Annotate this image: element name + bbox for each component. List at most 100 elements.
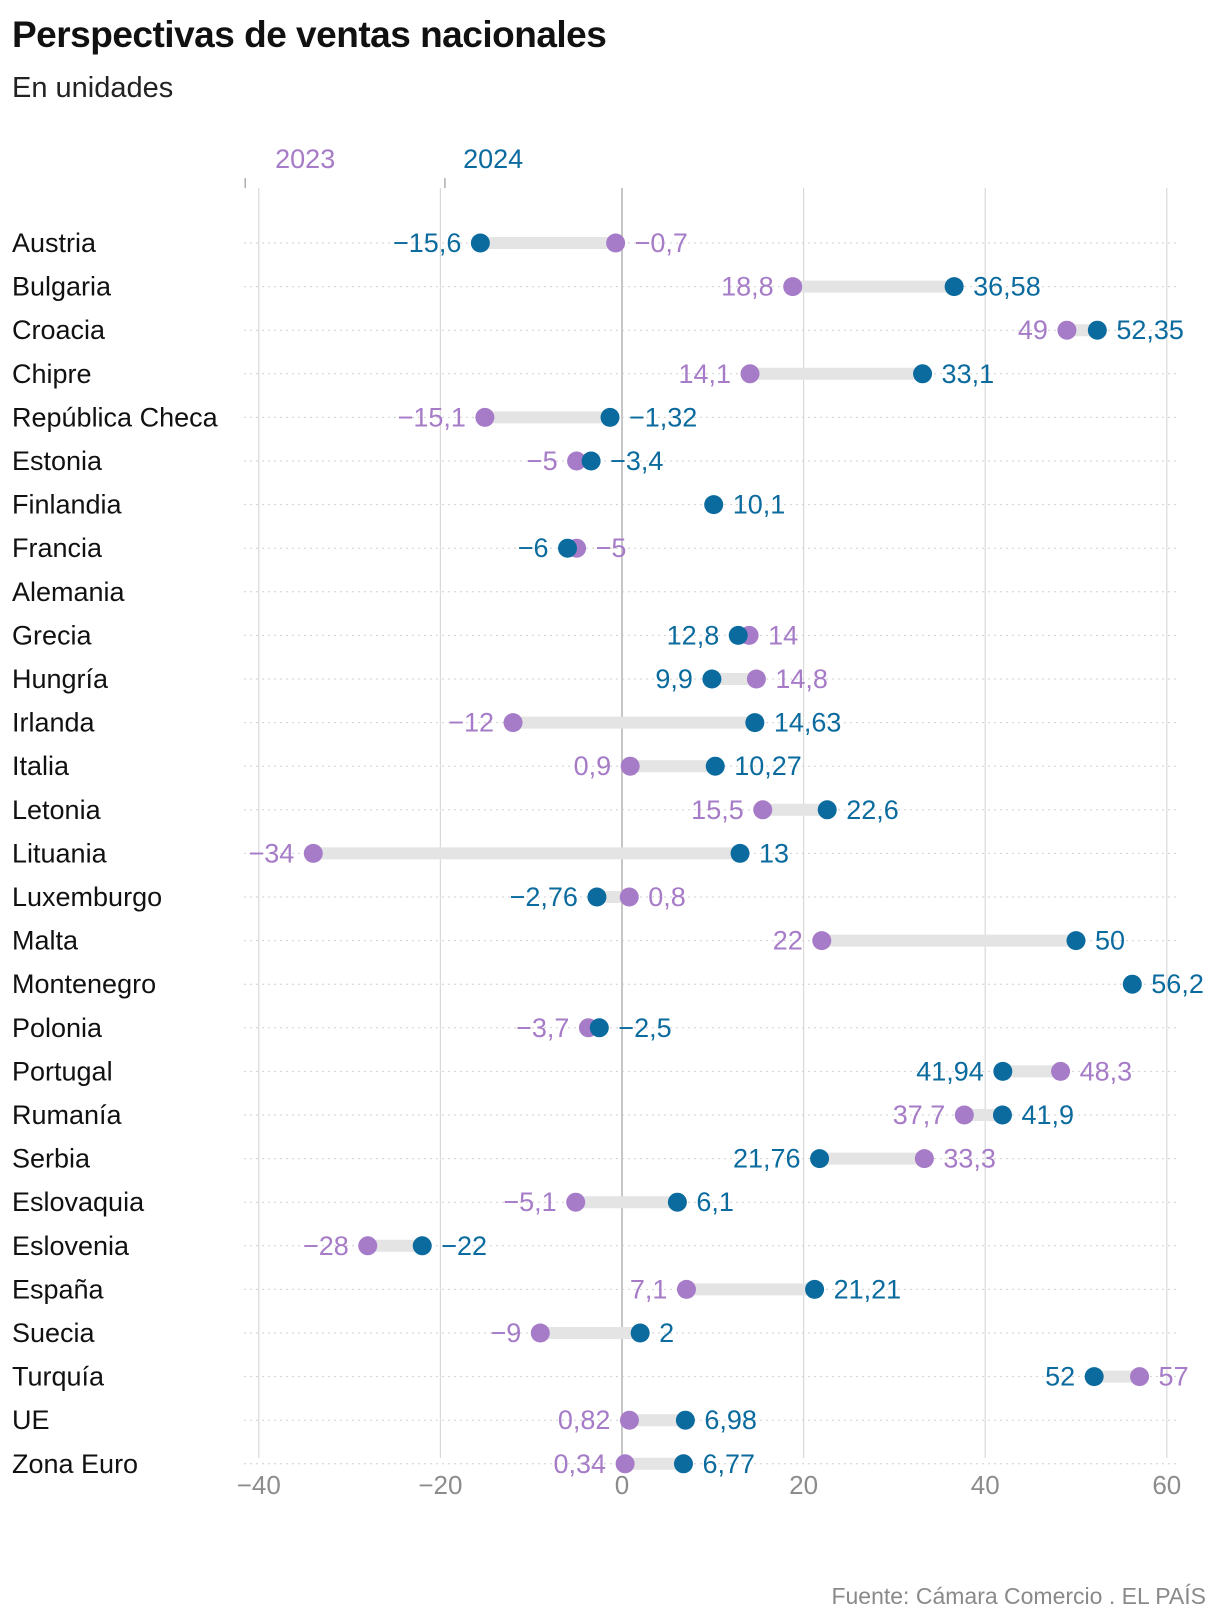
row-bulgaria: Bulgaria 18,8 36,58 bbox=[12, 272, 1041, 302]
dot-2023 bbox=[358, 1236, 378, 1256]
row-austria: Austria −0,7 −15,6 bbox=[12, 228, 688, 258]
row-label: Estonia bbox=[12, 446, 103, 476]
data-label-2023: −15,1 bbox=[398, 402, 466, 432]
dumbbell-chart: 2023 2024 Austria −0,7 −15,6 Bulgaria 18,8 36,… bbox=[12, 144, 1204, 1500]
rows-layer: Austria −0,7 −15,6 Bulgaria 18,8 36,58 Croacia… bbox=[12, 228, 1204, 1479]
row-italia: Italia 0,9 10,27 bbox=[12, 751, 802, 781]
data-label-2023: −28 bbox=[303, 1231, 349, 1261]
row-polonia: Polonia −3,7 −2,5 bbox=[12, 1013, 672, 1043]
row-lituania: Lituania −34 13 bbox=[12, 838, 789, 868]
data-label-2023: 14 bbox=[768, 620, 798, 650]
row-luxemburgo: Luxemburgo 0,8 −2,76 bbox=[12, 882, 686, 912]
row-ue: UE 0,82 6,98 bbox=[12, 1405, 757, 1435]
dot-2023 bbox=[503, 713, 523, 733]
data-label-2023: 0,34 bbox=[554, 1449, 607, 1479]
dot-2023 bbox=[1057, 320, 1077, 340]
row-malta: Malta 22 50 bbox=[12, 926, 1125, 956]
grid-layer bbox=[244, 188, 1178, 1465]
dot-2024 bbox=[667, 1192, 687, 1212]
dot-2023 bbox=[1130, 1367, 1150, 1387]
data-label-2023: 37,7 bbox=[893, 1100, 946, 1130]
data-label-2024: −6 bbox=[518, 533, 549, 563]
dot-2024 bbox=[673, 1454, 693, 1474]
row-hungría: Hungría 14,8 9,9 bbox=[12, 664, 828, 694]
row-grecia: Grecia 14 12,8 bbox=[12, 620, 798, 650]
dot-2024 bbox=[702, 669, 722, 689]
data-label-2024: 14,63 bbox=[774, 708, 842, 738]
data-label-2023: 49 bbox=[1018, 315, 1048, 345]
x-tick-label: −40 bbox=[237, 1470, 281, 1500]
row-label: Lituania bbox=[12, 838, 108, 868]
data-label-2024: 21,21 bbox=[834, 1274, 902, 1304]
row-label: Zona Euro bbox=[12, 1449, 138, 1479]
dot-2023 bbox=[1051, 1061, 1071, 1081]
row-alemania: Alemania bbox=[12, 577, 126, 607]
data-label-2023: 0,82 bbox=[558, 1405, 611, 1435]
data-label-2024: 22,6 bbox=[846, 795, 899, 825]
data-label-2024: 21,76 bbox=[733, 1144, 801, 1174]
row-label: Polonia bbox=[12, 1013, 103, 1043]
row-label: Eslovaquia bbox=[12, 1187, 145, 1217]
row-label: Portugal bbox=[12, 1056, 113, 1086]
dot-2024 bbox=[630, 1323, 650, 1343]
dot-2024 bbox=[805, 1279, 825, 1299]
x-axis: −40 −20 0 20 40 60 bbox=[237, 1470, 1182, 1500]
data-label-2024: 6,1 bbox=[696, 1187, 734, 1217]
row-zona-euro: Zona Euro 0,34 6,77 bbox=[12, 1449, 755, 1479]
dot-2024 bbox=[705, 756, 725, 776]
dot-2023 bbox=[475, 407, 495, 427]
row-label: Suecia bbox=[12, 1318, 96, 1348]
row-label: Rumanía bbox=[12, 1100, 123, 1130]
data-label-2023: −0,7 bbox=[635, 228, 688, 258]
row-label: Bulgaria bbox=[12, 272, 112, 302]
row-turquía: Turquía 57 52 bbox=[12, 1362, 1189, 1392]
dot-2024 bbox=[944, 277, 964, 297]
x-tick-label: 20 bbox=[789, 1470, 818, 1500]
x-tick-label: −20 bbox=[418, 1470, 462, 1500]
dot-2023 bbox=[303, 843, 323, 863]
data-label-2024: −2,5 bbox=[618, 1013, 671, 1043]
row-irlanda: Irlanda −12 14,63 bbox=[12, 708, 841, 738]
dot-2024 bbox=[1087, 320, 1107, 340]
dot-2023 bbox=[619, 887, 639, 907]
row-label: Croacia bbox=[12, 315, 106, 345]
data-label-2023: −5,1 bbox=[503, 1187, 556, 1217]
row-label: Grecia bbox=[12, 620, 93, 650]
dot-2024 bbox=[817, 800, 837, 820]
row-chipre: Chipre 14,1 33,1 bbox=[12, 359, 994, 389]
row-label: Eslovenia bbox=[12, 1231, 130, 1261]
data-label-2023: 22 bbox=[773, 926, 803, 956]
data-label-2023: −5 bbox=[596, 533, 627, 563]
row-label: Malta bbox=[12, 926, 79, 956]
row-serbia: Serbia 33,3 21,76 bbox=[12, 1144, 996, 1174]
dot-2024 bbox=[558, 538, 578, 558]
row-label: Alemania bbox=[12, 577, 126, 607]
data-label-2023: 48,3 bbox=[1080, 1056, 1133, 1086]
data-label-2023: 15,5 bbox=[691, 795, 744, 825]
data-label-2023: 33,3 bbox=[943, 1144, 996, 1174]
row-label: Finlandia bbox=[12, 490, 123, 520]
dot-2024 bbox=[913, 364, 933, 384]
dot-2024 bbox=[1084, 1367, 1104, 1387]
row-label: Serbia bbox=[12, 1144, 91, 1174]
data-label-2024: 12,8 bbox=[667, 620, 720, 650]
dot-2024 bbox=[589, 1018, 609, 1038]
x-tick-label: 0 bbox=[615, 1470, 629, 1500]
dot-2024 bbox=[675, 1410, 695, 1430]
dot-2023 bbox=[530, 1323, 550, 1343]
data-label-2024: 41,9 bbox=[1021, 1100, 1074, 1130]
row-label: Luxemburgo bbox=[12, 882, 162, 912]
data-label-2024: −2,76 bbox=[510, 882, 578, 912]
row-eslovenia: Eslovenia −28 −22 bbox=[12, 1231, 487, 1261]
row-label: Chipre bbox=[12, 359, 92, 389]
row-letonia: Letonia 15,5 22,6 bbox=[12, 795, 899, 825]
row-españa: España 7,1 21,21 bbox=[12, 1274, 901, 1304]
data-label-2023: 7,1 bbox=[630, 1274, 668, 1304]
dot-2023 bbox=[606, 233, 626, 253]
data-label-2024: 52 bbox=[1045, 1362, 1075, 1392]
data-label-2023: −9 bbox=[490, 1318, 521, 1348]
row-label: España bbox=[12, 1274, 105, 1304]
row-portugal: Portugal 48,3 41,94 bbox=[12, 1056, 1132, 1086]
dot-2024 bbox=[704, 495, 724, 515]
data-label-2024: 50 bbox=[1095, 926, 1125, 956]
